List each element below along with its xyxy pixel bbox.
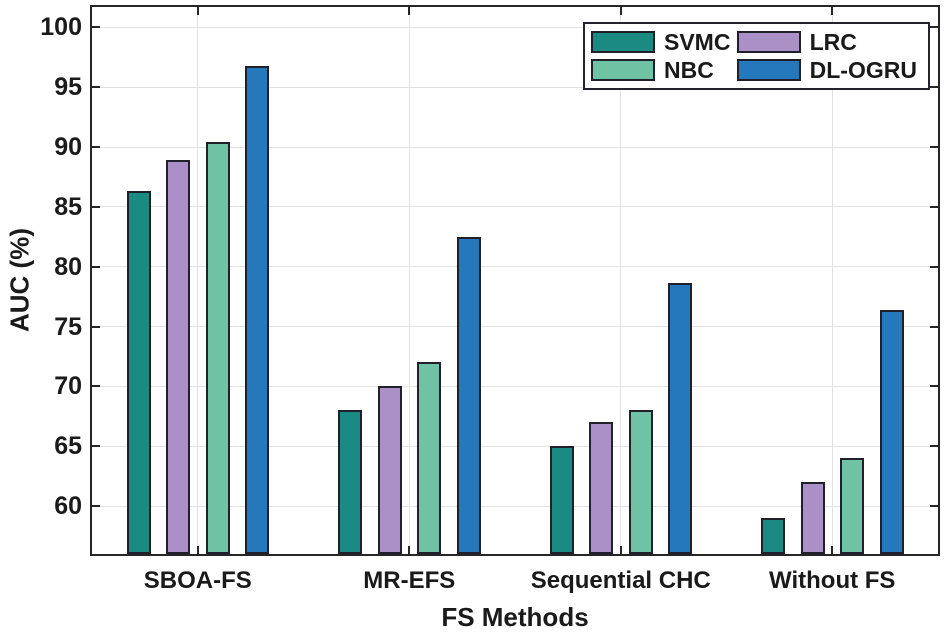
legend-swatch-svmc xyxy=(591,31,655,53)
ytick-right-65 xyxy=(930,445,938,448)
plot-area xyxy=(90,5,940,556)
bar-nbc-without-fs xyxy=(840,458,864,554)
gridline-x-without-fs xyxy=(831,7,833,554)
ytick-left-90 xyxy=(92,146,100,149)
gridline-x-mr-efs xyxy=(408,7,410,554)
legend: SVMC NBC LRC DL-OGRU xyxy=(583,22,930,90)
legend-label-svmc: SVMC xyxy=(664,29,731,55)
ytick-right-80 xyxy=(930,265,938,268)
ytick-right-95 xyxy=(930,86,938,89)
ytick-label-70: 70 xyxy=(54,372,82,401)
gridline-x-sequential-chc xyxy=(620,7,622,554)
xtick-bottom-without-fs xyxy=(831,546,834,554)
ytick-left-65 xyxy=(92,445,100,448)
gridline-y-70 xyxy=(92,385,938,387)
bar-svmc-sequential-chc xyxy=(549,446,574,554)
ytick-label-60: 60 xyxy=(54,492,82,521)
ytick-left-95 xyxy=(92,86,100,89)
xtick-label-mr-efs: MR-EFS xyxy=(363,567,456,594)
bar-dl-ogru-sequential-chc xyxy=(668,283,692,554)
ytick-right-100 xyxy=(930,26,938,29)
ytick-left-70 xyxy=(92,385,100,388)
bar-lrc-without-fs xyxy=(800,482,825,554)
gridline-y-85 xyxy=(92,206,938,208)
ytick-label-90: 90 xyxy=(54,133,82,162)
legend-swatch-lrc xyxy=(736,31,801,53)
ytick-label-65: 65 xyxy=(54,432,82,461)
xtick-label-sequential-chc: Sequential CHC xyxy=(530,567,711,594)
legend-swatch-dl-ogru xyxy=(736,59,801,81)
gridline-y-95 xyxy=(92,86,938,88)
bar-svmc-without-fs xyxy=(761,518,785,554)
xtick-top-without-fs xyxy=(831,7,834,15)
ytick-label-80: 80 xyxy=(54,252,82,281)
bar-nbc-mr-efs xyxy=(417,362,441,554)
bar-lrc-sequential-chc xyxy=(589,422,613,554)
gridline-y-100 xyxy=(92,26,938,28)
legend-label-nbc: NBC xyxy=(664,57,714,83)
gridline-y-65 xyxy=(92,445,938,447)
legend-label-lrc: LRC xyxy=(809,29,857,55)
xtick-top-mr-efs xyxy=(408,7,411,15)
legend-item-nbc: NBC xyxy=(591,57,737,83)
ytick-label-95: 95 xyxy=(54,73,82,102)
xtick-top-sboa-fs xyxy=(196,7,199,15)
legend-swatch-nbc xyxy=(591,59,655,81)
bar-lrc-mr-efs xyxy=(377,386,402,554)
x-axis-label: FS Methods xyxy=(441,602,589,632)
gridline-y-90 xyxy=(92,146,938,148)
ytick-label-100: 100 xyxy=(40,13,82,42)
ytick-right-60 xyxy=(930,505,938,508)
gridline-y-80 xyxy=(92,266,938,268)
xtick-bottom-sequential-chc xyxy=(619,546,622,554)
bar-nbc-sboa-fs xyxy=(205,142,230,554)
ytick-left-80 xyxy=(92,265,100,268)
bar-dl-ogru-sboa-fs xyxy=(245,65,269,554)
ytick-right-85 xyxy=(930,205,938,208)
xtick-bottom-mr-efs xyxy=(408,546,411,554)
ytick-right-75 xyxy=(930,325,938,328)
ytick-left-85 xyxy=(92,205,100,208)
xtick-bottom-sboa-fs xyxy=(196,546,199,554)
ytick-right-90 xyxy=(930,146,938,149)
ytick-label-85: 85 xyxy=(54,192,82,221)
bar-dl-ogru-without-fs xyxy=(879,309,904,554)
xtick-top-sequential-chc xyxy=(619,7,622,15)
bar-dl-ogru-mr-efs xyxy=(456,236,481,554)
ytick-label-75: 75 xyxy=(54,312,82,341)
legend-label-dl-ogru: DL-OGRU xyxy=(809,57,917,83)
legend-item-dl-ogru: DL-OGRU xyxy=(736,57,922,83)
bar-svmc-sboa-fs xyxy=(126,191,151,554)
ytick-left-75 xyxy=(92,325,100,328)
ytick-left-100 xyxy=(92,26,100,29)
gridline-y-75 xyxy=(92,326,938,328)
legend-item-lrc: LRC xyxy=(736,29,922,55)
legend-item-svmc: SVMC xyxy=(591,29,737,55)
bar-lrc-sboa-fs xyxy=(166,160,190,554)
ytick-right-70 xyxy=(930,385,938,388)
bar-svmc-mr-efs xyxy=(338,410,362,554)
bar-nbc-sequential-chc xyxy=(628,410,653,554)
xtick-label-sboa-fs: SBOA-FS xyxy=(143,567,252,594)
gridline-y-60 xyxy=(92,505,938,507)
gridline-x-sboa-fs xyxy=(197,7,199,554)
xtick-label-without-fs: Without FS xyxy=(769,567,896,594)
ytick-left-60 xyxy=(92,505,100,508)
